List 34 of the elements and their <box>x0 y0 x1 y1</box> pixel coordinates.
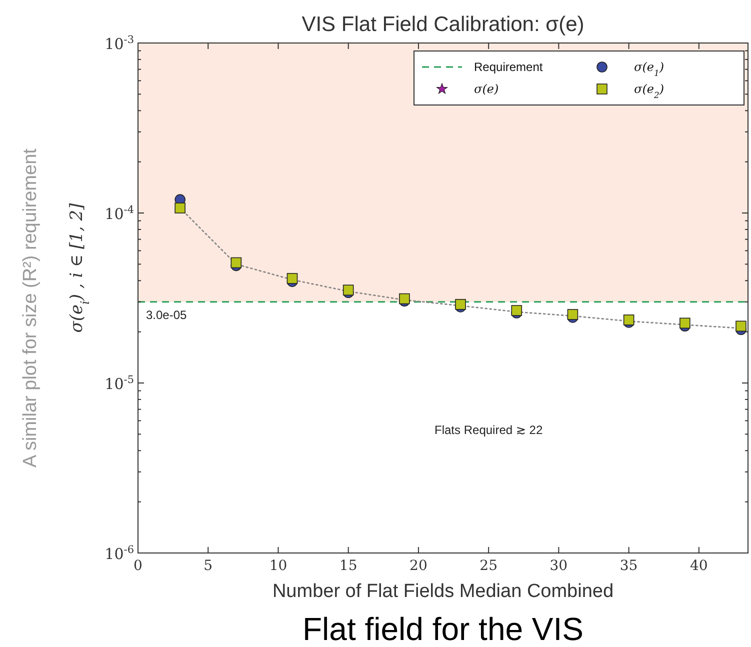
chart-title: VIS Flat Field Calibration: σ(e) <box>302 13 584 36</box>
point <box>623 314 634 326</box>
y-tick-label: 10$^{-5}$ <box>104 374 134 393</box>
x-tick-label: 25 <box>480 558 498 574</box>
point <box>511 305 522 316</box>
x-tick-label: 0 <box>134 558 142 574</box>
point <box>679 318 690 329</box>
legend-label: σ(e) <box>474 82 499 96</box>
x-tick-label: 40 <box>690 558 708 574</box>
point <box>736 320 746 332</box>
x-tick-label: 30 <box>550 558 568 574</box>
y-tick-label: 10$^{-3}$ <box>104 34 134 53</box>
y-tick-label: 10$^{-4}$ <box>104 204 134 223</box>
legend-label: Requirement <box>474 60 544 74</box>
x-tick-label: 5 <box>204 558 213 574</box>
point <box>286 273 298 284</box>
point <box>455 298 466 310</box>
point <box>399 293 410 304</box>
annotation: 3.0e-05 <box>146 308 188 322</box>
legend-label: σ(e$_{2}$) <box>634 82 664 100</box>
point <box>342 284 354 296</box>
point <box>230 257 242 268</box>
legend-label: σ(e$_{1}$) <box>634 60 664 78</box>
x-axis-title: Number of Flat Fields Median Combined <box>272 581 614 602</box>
point <box>174 202 186 214</box>
x-tick-label: 35 <box>620 558 638 574</box>
annotation: Flats Required ≳ 22 <box>434 423 543 438</box>
point <box>567 309 578 320</box>
x-tick-label: 20 <box>410 558 428 574</box>
x-tick-label: 15 <box>339 558 358 574</box>
y-tick-label: 10$^{-6}$ <box>104 544 134 563</box>
text: A similar plot for size (R²) requirement <box>20 148 41 468</box>
x-tick-label: 10 <box>269 558 288 574</box>
text: Flat field for the VIS <box>302 611 584 647</box>
